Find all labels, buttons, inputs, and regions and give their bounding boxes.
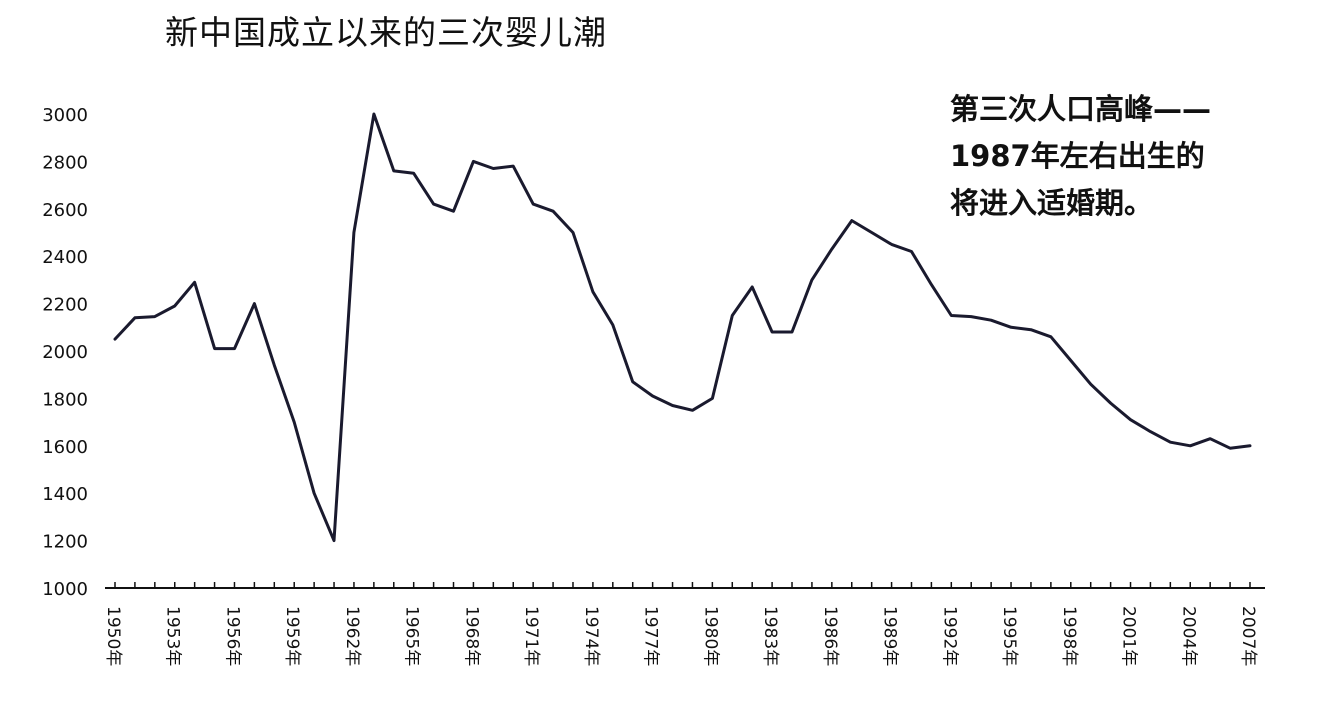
y-tick-label: 1200 — [42, 532, 88, 553]
y-tick-label: 2200 — [42, 295, 88, 316]
x-tick-label: 1995年 — [999, 606, 1019, 666]
y-tick-label: 3000 — [42, 105, 88, 126]
x-tick-label: 1974年 — [581, 606, 601, 666]
x-tick-label: 1989年 — [880, 606, 900, 666]
x-tick-label: 1998年 — [1059, 606, 1079, 666]
chart-annotation: 第三次人口高峰—— 1987年左右出生的 将进入适婚期。 — [950, 86, 1211, 227]
x-tick-label: 1953年 — [163, 606, 183, 666]
y-tick-label: 2600 — [42, 200, 88, 221]
annotation-line-1: 第三次人口高峰—— — [950, 92, 1212, 126]
x-tick-label: 1956年 — [222, 606, 242, 666]
y-tick-label: 2400 — [42, 247, 88, 268]
x-tick-label: 2007年 — [1238, 606, 1258, 666]
x-tick-label: 1965年 — [402, 606, 422, 666]
y-tick-label: 1800 — [42, 389, 88, 410]
series-line — [113, 112, 1252, 543]
x-tick-label: 1980年 — [700, 606, 720, 666]
x-axis-ticks: 1950年 1953年 1956年 1959年 1962年 1965年 1968年 1971年… — [103, 582, 1258, 666]
x-tick-label: 1959年 — [282, 606, 302, 666]
x-tick-label: 1971年 — [521, 606, 541, 666]
y-tick-label: 2800 — [42, 152, 88, 173]
x-tick-label: 1950年 — [103, 606, 123, 666]
x-tick-label: 1977年 — [641, 606, 661, 666]
x-tick-label: 1992年 — [939, 606, 959, 666]
annotation-line-3: 将进入适婚期。 — [950, 186, 1154, 220]
x-tick-label: 2004年 — [1178, 606, 1198, 666]
annotation-line-2: 1987年左右出生的 — [950, 139, 1205, 173]
x-tick-label: 1962年 — [342, 606, 362, 666]
x-tick-label: 1983年 — [760, 606, 780, 666]
y-tick-label: 2000 — [42, 342, 88, 363]
x-tick-label: 1968年 — [461, 606, 481, 666]
y-tick-label: 1600 — [42, 437, 88, 458]
chart-series — [113, 112, 1252, 543]
y-tick-label: 1400 — [42, 484, 88, 505]
chart-title: 新中国成立以来的三次婴儿潮 — [165, 13, 607, 52]
y-tick-label: 1000 — [42, 579, 88, 600]
y-axis-ticks: 1000 1200 1400 1600 1800 2000 2200 2400 2600 2800… — [42, 105, 88, 600]
x-tick-label: 2001年 — [1119, 606, 1139, 666]
x-tick-label: 1986年 — [820, 606, 840, 666]
